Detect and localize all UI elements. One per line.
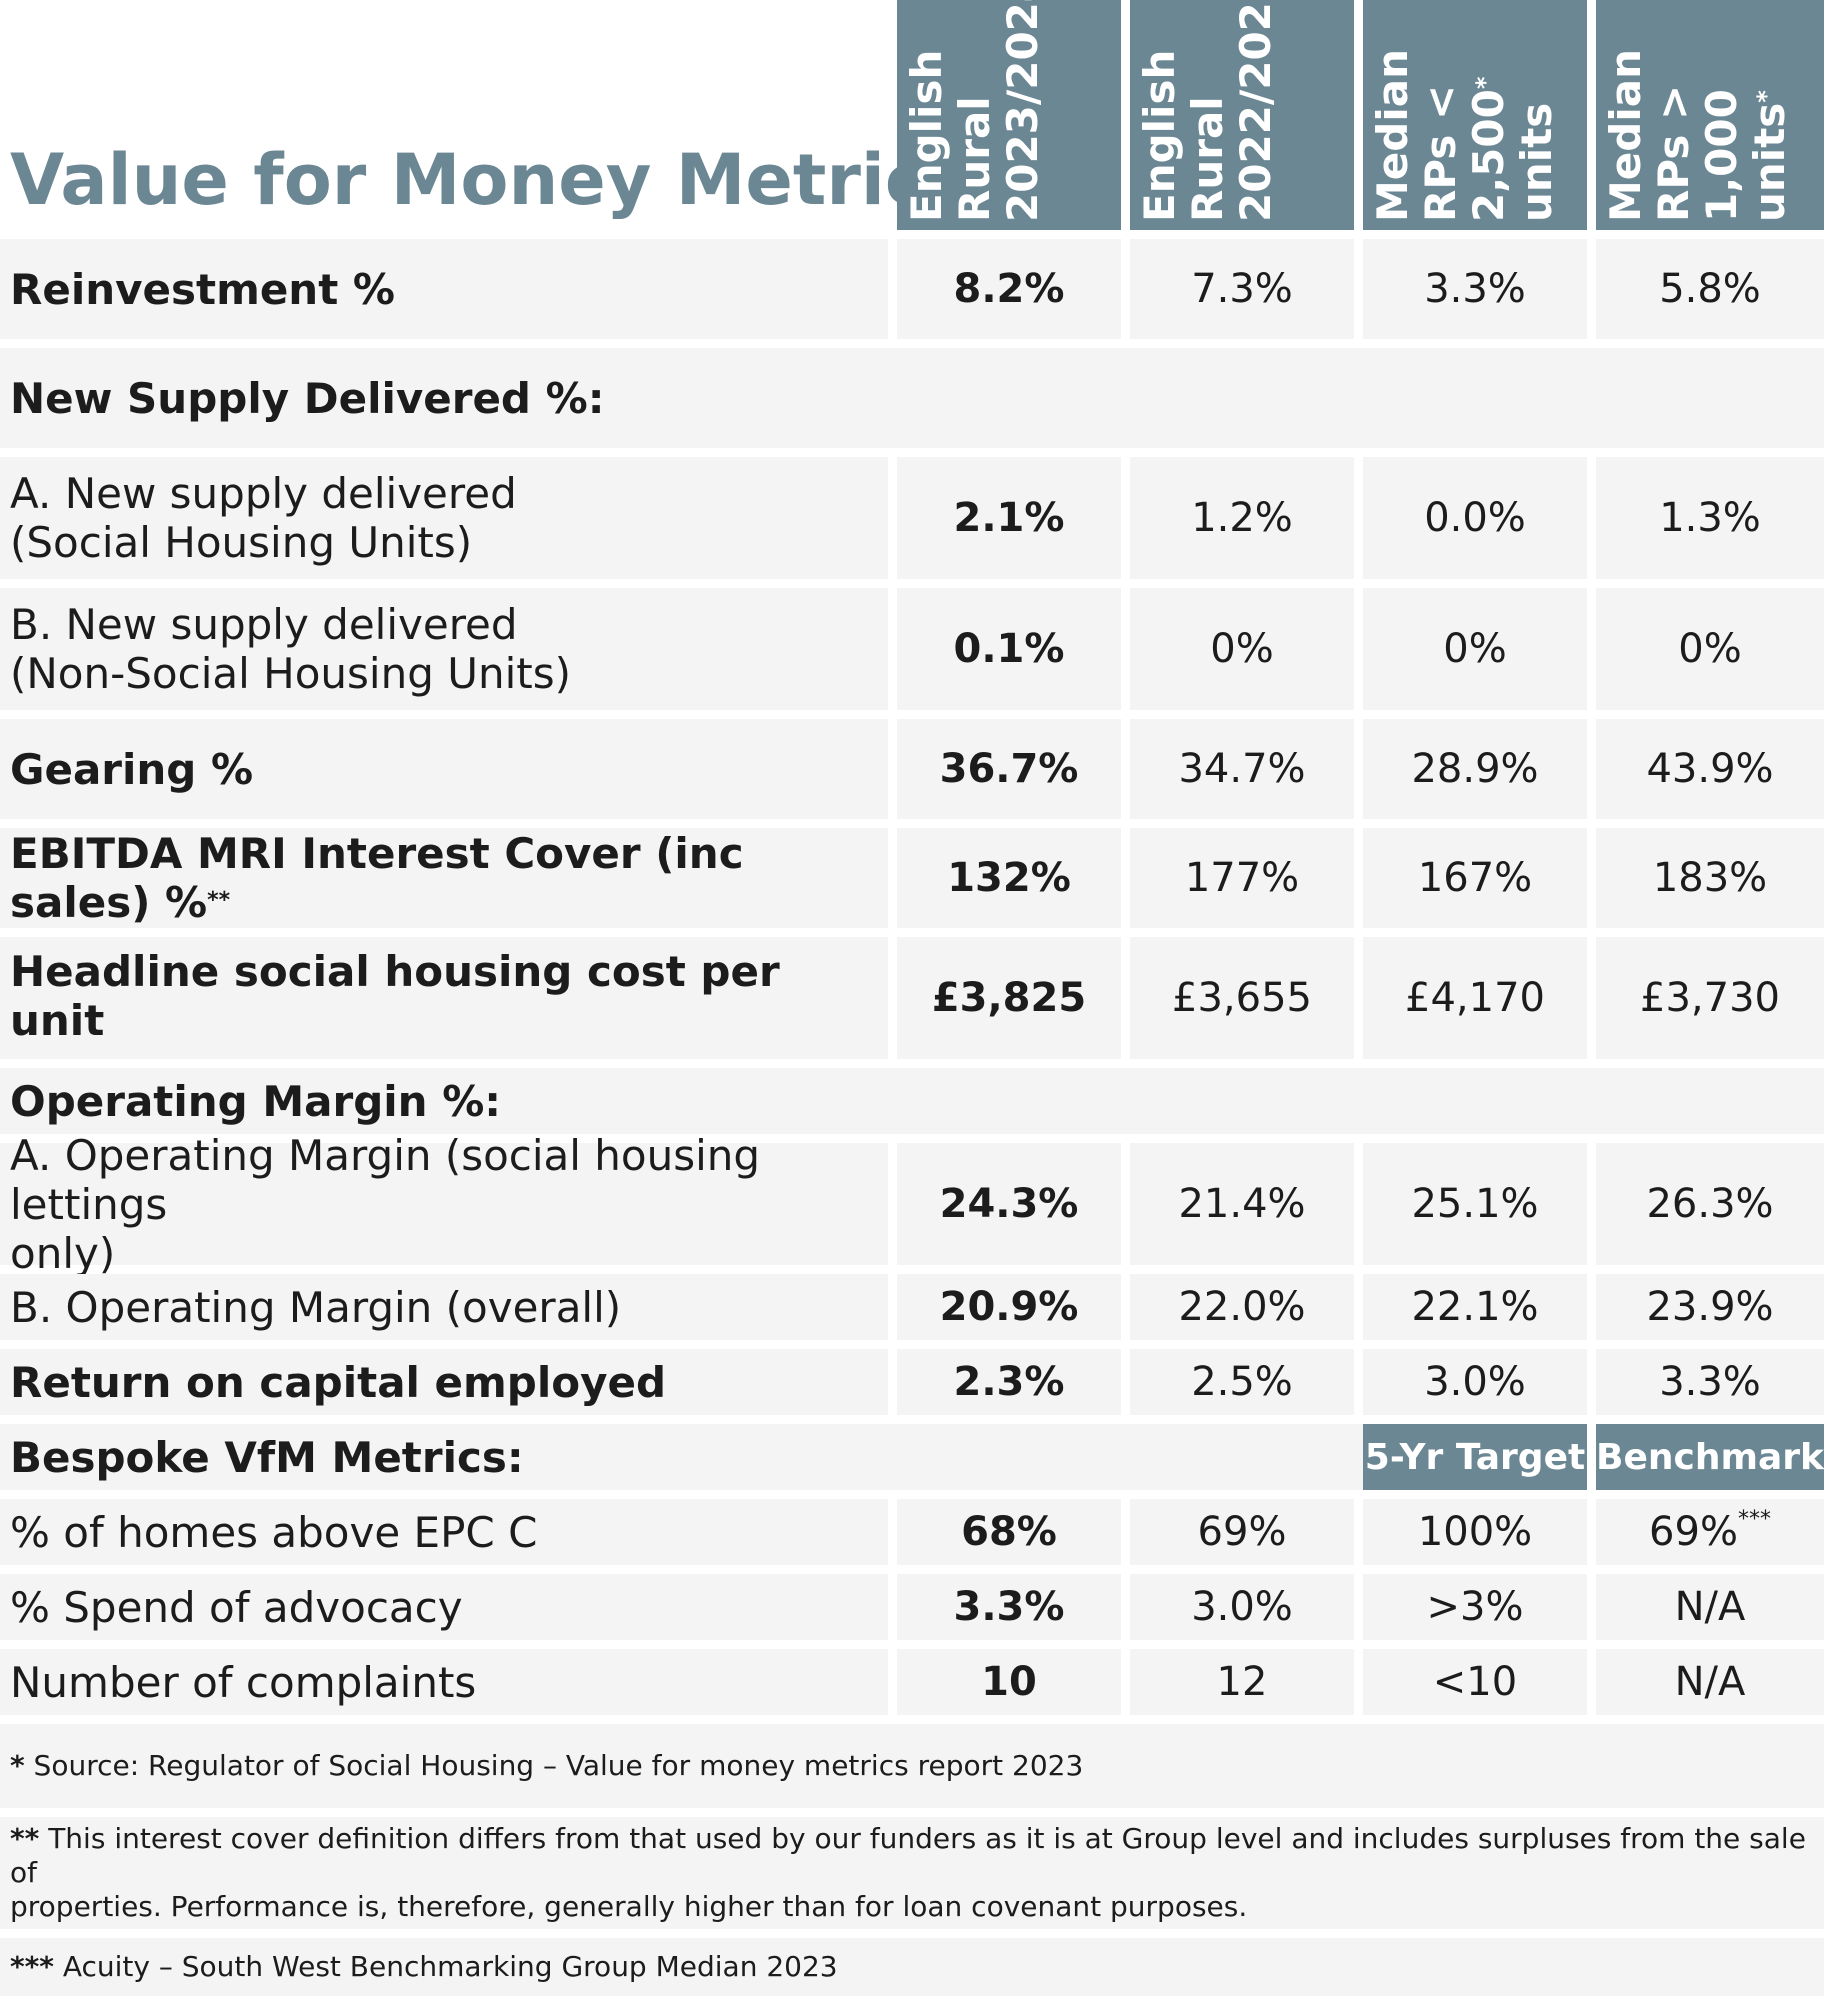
cell-value: 12 — [1216, 1659, 1268, 1705]
cell-value: 28.9% — [1411, 746, 1539, 792]
cell-value: 1.2% — [1191, 495, 1293, 541]
section-heading-new-supply: New Supply Delivered %: — [0, 348, 1836, 448]
cell-value: 24.3% — [939, 1181, 1079, 1227]
cell-value: 3.3% — [1659, 1359, 1761, 1405]
cell-value: £3,825 — [931, 975, 1087, 1021]
cell-value: 177% — [1184, 855, 1300, 901]
cell-value: 22.1% — [1411, 1284, 1539, 1330]
section-heading-bespoke: Bespoke VfM Metrics: 5-Yr Target Benchma… — [0, 1424, 1836, 1490]
table-row-epc: % of homes above EPC C 68% 69% 100% 69%*… — [0, 1499, 1836, 1565]
table-row-gearing: Gearing % 36.7% 34.7% 28.9% 43.9% — [0, 719, 1836, 819]
cell-value: <10 — [1432, 1659, 1518, 1705]
cell-value: 34.7% — [1178, 746, 1306, 792]
table-row-new-supply-a: A. New supply delivered (Social Housing U… — [0, 457, 1836, 579]
table-row-new-supply-b: B. New supply delivered (Non-Social Housi… — [0, 588, 1836, 710]
row-label: A. New supply delivered (Social Housing U… — [10, 469, 517, 567]
section-heading-operating-margin: Operating Margin %: — [0, 1068, 1836, 1134]
footnote-source: * Source: Regulator of Social Housing – … — [0, 1724, 1836, 1808]
cell-value: 26.3% — [1646, 1181, 1774, 1227]
column-header-english-rural-2022-2023: English Rural 2022/2023 — [1130, 0, 1354, 230]
table-row-ebitda: EBITDA MRI Interest Cover (inc sales) %*… — [0, 828, 1836, 928]
cell-value: 23.9% — [1646, 1284, 1774, 1330]
row-label: Number of complaints — [10, 1657, 477, 1707]
cell-value: N/A — [1674, 1584, 1746, 1630]
cell-value: 0.1% — [953, 626, 1065, 672]
footnote-acuity: *** Acuity – South West Benchmarking Gro… — [0, 1938, 1836, 1996]
cell-value: 5.8% — [1659, 266, 1761, 312]
cell-value: 43.9% — [1646, 746, 1774, 792]
cell-value: N/A — [1674, 1659, 1746, 1705]
cell-value: >3% — [1426, 1584, 1524, 1630]
cell-value: 3.0% — [1191, 1584, 1293, 1630]
table-row-roce: Return on capital employed 2.3% 2.5% 3.0… — [0, 1349, 1836, 1415]
benchmark-header: Benchmark — [1596, 1424, 1824, 1490]
cell-value: 3.0% — [1424, 1359, 1526, 1405]
cell-value: 68% — [961, 1509, 1057, 1555]
cell-value: 3.3% — [1424, 266, 1526, 312]
column-header-median-rps-under-2500: Median RPs < 2,500* units — [1363, 0, 1587, 230]
row-label: Reinvestment % — [10, 264, 395, 314]
cell-value: 25.1% — [1411, 1181, 1539, 1227]
footnote-text: ** This interest cover definition differ… — [10, 1822, 1806, 1923]
five-year-target-header: 5-Yr Target — [1363, 1424, 1587, 1490]
row-label: % of homes above EPC C — [10, 1507, 538, 1557]
cell-value: 2.5% — [1191, 1359, 1293, 1405]
cell-value: 132% — [947, 855, 1071, 901]
row-label: Headline social housing cost per unit — [10, 947, 780, 1045]
row-label: EBITDA MRI Interest Cover (inc sales) %*… — [10, 829, 744, 927]
cell-value: 8.2% — [953, 266, 1065, 312]
footnote-interest-cover: ** This interest cover definition differ… — [0, 1817, 1836, 1929]
row-label: % Spend of advocacy — [10, 1582, 463, 1632]
row-label: B. Operating Margin (overall) — [10, 1282, 622, 1332]
table-title: Value for Money Metric — [10, 139, 927, 221]
row-label: Gearing % — [10, 744, 254, 794]
table-row-complaints: Number of complaints 10 12 <10 N/A — [0, 1649, 1836, 1715]
cell-value: 100% — [1417, 1509, 1533, 1555]
cell-value: 1.3% — [1659, 495, 1761, 541]
table-row-headline-cost: Headline social housing cost per unit £3… — [0, 937, 1836, 1059]
row-label: Return on capital employed — [10, 1357, 667, 1407]
section-heading-label: Operating Margin %: — [10, 1076, 502, 1126]
table-row-reinvestment: Reinvestment % 8.2% 7.3% 3.3% 5.8% — [0, 239, 1836, 339]
table-row-operating-margin-b: B. Operating Margin (overall) 20.9% 22.0… — [0, 1274, 1836, 1340]
cell-value: 36.7% — [939, 746, 1079, 792]
row-label: A. Operating Margin (social housing lett… — [10, 1130, 761, 1278]
row-label: B. New supply delivered (Non-Social Housi… — [10, 600, 571, 698]
cell-value: £4,170 — [1405, 975, 1545, 1021]
cell-value: 2.3% — [953, 1359, 1065, 1405]
cell-value: 0% — [1210, 626, 1274, 672]
cell-value: 2.1% — [953, 495, 1065, 541]
footnote-text: * Source: Regulator of Social Housing – … — [10, 1749, 1084, 1782]
section-heading-label: Bespoke VfM Metrics: — [10, 1432, 524, 1482]
table-row-advocacy: % Spend of advocacy 3.3% 3.0% >3% N/A — [0, 1574, 1836, 1640]
cell-value: 0.0% — [1424, 495, 1526, 541]
cell-value: £3,655 — [1172, 975, 1312, 1021]
cell-value: 183% — [1652, 855, 1768, 901]
column-header-english-rural-2023-2024: English Rural 2023/2024 — [897, 0, 1121, 230]
cell-value: 7.3% — [1191, 266, 1293, 312]
cell-value: 69% — [1197, 1509, 1287, 1555]
column-header-median-rps-over-1000: Median RPs > 1,000 units* — [1596, 0, 1824, 230]
cell-value: 20.9% — [939, 1284, 1079, 1330]
cell-value: 3.3% — [953, 1584, 1065, 1630]
cell-value: £3,730 — [1640, 975, 1780, 1021]
table-row-operating-margin-a: A. Operating Margin (social housing lett… — [0, 1131, 1836, 1278]
footnote-text: *** Acuity – South West Benchmarking Gro… — [10, 1950, 838, 1983]
cell-value: 0% — [1443, 626, 1507, 672]
cell-value: 21.4% — [1178, 1181, 1306, 1227]
cell-value: 10 — [981, 1659, 1037, 1705]
section-heading-label: New Supply Delivered %: — [10, 373, 605, 423]
cell-value: 69%*** — [1649, 1507, 1771, 1555]
cell-value: 0% — [1678, 626, 1742, 672]
cell-value: 22.0% — [1178, 1284, 1306, 1330]
cell-value: 167% — [1417, 855, 1533, 901]
